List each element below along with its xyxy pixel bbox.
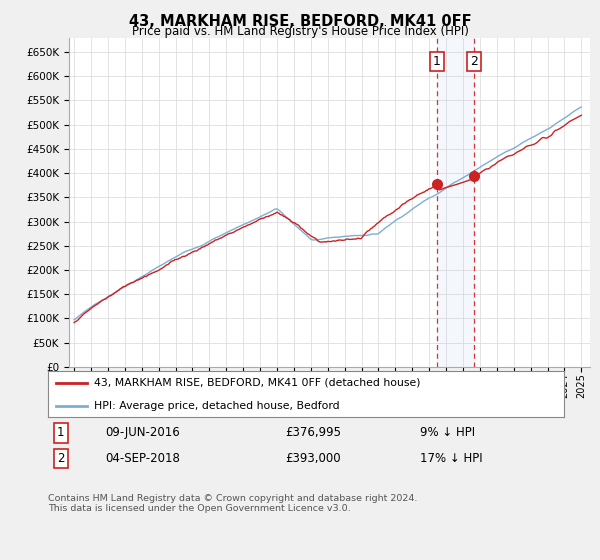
Text: 09-JUN-2016: 09-JUN-2016 <box>105 426 179 440</box>
Text: Contains HM Land Registry data © Crown copyright and database right 2024.
This d: Contains HM Land Registry data © Crown c… <box>48 494 418 514</box>
Bar <box>437 38 475 367</box>
Text: 1: 1 <box>57 426 65 440</box>
Text: 43, MARKHAM RISE, BEDFORD, MK41 0FF (detached house): 43, MARKHAM RISE, BEDFORD, MK41 0FF (det… <box>94 378 421 388</box>
Text: 2: 2 <box>470 55 478 68</box>
Text: 04-SEP-2018: 04-SEP-2018 <box>105 452 179 465</box>
Text: Price paid vs. HM Land Registry's House Price Index (HPI): Price paid vs. HM Land Registry's House … <box>131 25 469 38</box>
Text: 43, MARKHAM RISE, BEDFORD, MK41 0FF: 43, MARKHAM RISE, BEDFORD, MK41 0FF <box>128 14 472 29</box>
Text: HPI: Average price, detached house, Bedford: HPI: Average price, detached house, Bedf… <box>94 401 340 410</box>
Text: 9% ↓ HPI: 9% ↓ HPI <box>419 426 475 440</box>
Text: £393,000: £393,000 <box>286 452 341 465</box>
Text: 1: 1 <box>433 55 440 68</box>
Text: £376,995: £376,995 <box>286 426 341 440</box>
Text: 2: 2 <box>57 452 65 465</box>
Text: 17% ↓ HPI: 17% ↓ HPI <box>419 452 482 465</box>
